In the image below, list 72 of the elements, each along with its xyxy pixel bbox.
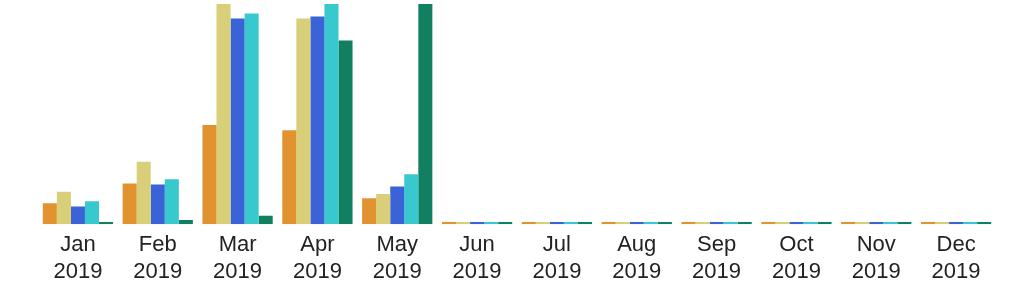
bar	[310, 16, 325, 225]
bar	[456, 222, 471, 225]
bar	[723, 222, 738, 225]
x-tick-label: May 2019	[372, 231, 422, 283]
bar	[84, 201, 99, 225]
bar	[296, 18, 311, 225]
bar	[122, 183, 137, 225]
bar	[920, 222, 936, 225]
bar	[390, 186, 405, 225]
bar	[56, 191, 71, 225]
bar	[577, 222, 593, 225]
bar	[338, 40, 353, 225]
bar	[789, 222, 804, 225]
x-tick-label: Nov 2019	[851, 231, 901, 283]
bar	[563, 222, 578, 225]
bar	[498, 222, 513, 225]
bar	[324, 4, 339, 225]
bar	[657, 222, 672, 225]
x-tick-label: Jun 2019	[452, 231, 502, 283]
x-tick-label: Sep 2019	[692, 231, 742, 283]
x-tick-label: Dec 2019	[931, 231, 981, 283]
bar	[803, 222, 818, 225]
x-tick-label: Aug 2019	[612, 231, 662, 283]
bar	[535, 222, 550, 225]
x-tick-label: Mar 2019	[213, 231, 263, 283]
bar	[164, 179, 179, 225]
bar	[98, 222, 114, 225]
bar	[258, 215, 273, 225]
bar	[695, 222, 710, 225]
bar	[484, 222, 499, 225]
bar	[244, 13, 259, 225]
bar	[869, 222, 884, 225]
bar	[230, 18, 245, 225]
bar	[841, 222, 856, 225]
bar	[441, 222, 457, 225]
x-tick-label: Feb 2019	[133, 231, 183, 283]
bar	[216, 4, 231, 225]
x-tick-label: Apr 2019	[292, 231, 342, 283]
bar	[282, 130, 297, 225]
bar	[70, 206, 85, 225]
bar	[470, 222, 485, 225]
bar	[681, 222, 696, 225]
bar	[709, 222, 724, 225]
bar	[737, 222, 752, 225]
bar	[418, 4, 433, 225]
bar	[136, 161, 151, 225]
bar	[629, 222, 644, 225]
bar	[761, 222, 776, 225]
bar	[949, 222, 964, 225]
bar	[178, 220, 193, 225]
bar	[150, 184, 165, 225]
x-tick-label: Jul 2019	[532, 231, 582, 283]
bar	[897, 222, 912, 225]
bar	[615, 222, 630, 225]
x-tick-label: Oct 2019	[771, 231, 821, 283]
bar	[643, 222, 658, 225]
bar	[855, 222, 870, 225]
bar	[601, 222, 616, 225]
bar	[362, 198, 377, 225]
bar	[775, 222, 790, 225]
bar	[42, 203, 57, 225]
bar	[376, 194, 391, 225]
x-tick-label: Jan 2019	[53, 231, 103, 283]
bar	[935, 222, 950, 225]
bar	[521, 222, 536, 225]
bar	[549, 222, 564, 225]
bar	[977, 222, 992, 225]
bar	[202, 125, 217, 225]
bar	[883, 222, 898, 225]
bar	[963, 222, 978, 225]
bar	[404, 174, 419, 225]
bar	[817, 222, 832, 225]
